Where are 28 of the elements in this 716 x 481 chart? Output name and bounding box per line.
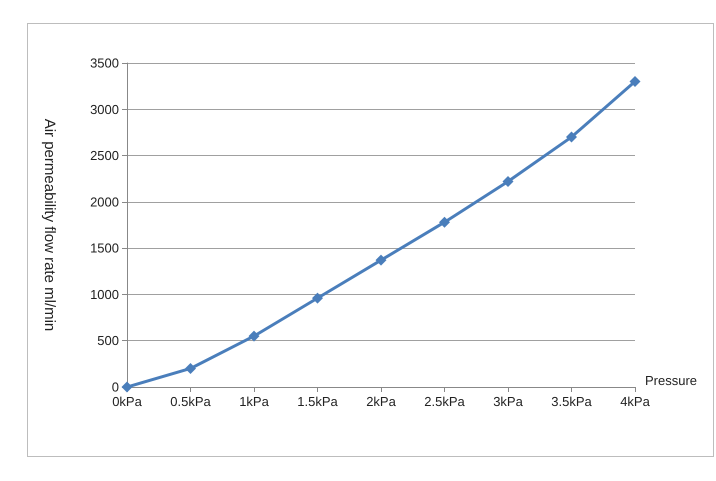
x-tick-label: 3.5kPa xyxy=(551,394,592,409)
x-tick-label: 1kPa xyxy=(239,394,270,409)
point xyxy=(312,292,323,304)
x-tick-label: 2kPa xyxy=(366,394,397,409)
x-tick-label: 3kPa xyxy=(493,394,524,409)
y-tick-label: 2000 xyxy=(90,194,119,210)
y-axis-title: Air permeability flow rate ml/min xyxy=(41,118,58,332)
x-tick-label: 1.5kPa xyxy=(297,394,338,409)
point xyxy=(502,176,514,187)
x-tick-label: 0kPa xyxy=(112,394,143,409)
point xyxy=(376,254,386,266)
x-axis-title: Pressure xyxy=(645,373,698,388)
point xyxy=(185,362,196,374)
x-tick-label: 0.5kPa xyxy=(170,394,212,409)
point xyxy=(122,382,132,392)
y-tick-label: 3500 xyxy=(90,56,119,70)
y-tick-label: 0 xyxy=(112,380,119,394)
y-tick-label: 1000 xyxy=(90,286,119,302)
y-tick-label: 3000 xyxy=(90,102,119,117)
y-tick-label: 500 xyxy=(97,333,119,348)
y-tick-label: 2500 xyxy=(90,148,119,164)
point xyxy=(248,330,260,342)
point xyxy=(630,76,640,88)
point xyxy=(439,216,450,228)
x-tick-label: 2.5kPa xyxy=(424,394,466,409)
x-tick-label: 4kPa xyxy=(620,394,651,409)
y-tick-label: 1500 xyxy=(90,240,119,256)
point xyxy=(566,132,577,143)
